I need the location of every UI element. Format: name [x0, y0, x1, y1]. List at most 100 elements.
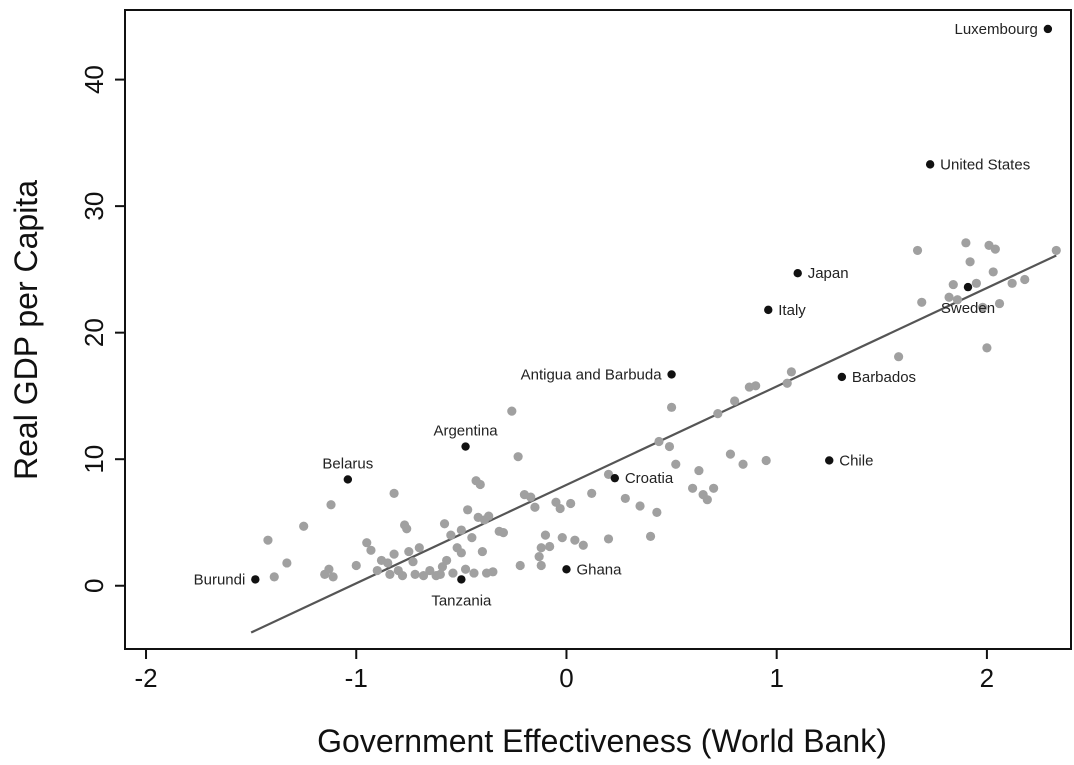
data-point — [782, 378, 792, 388]
labeled-point — [562, 565, 571, 574]
data-point — [786, 367, 797, 377]
data-point — [372, 565, 382, 576]
data-point — [540, 530, 551, 540]
labeled-point — [837, 372, 847, 382]
data-point — [442, 555, 452, 566]
data-point — [738, 459, 748, 469]
data-point — [397, 571, 408, 581]
data-point — [725, 449, 736, 459]
point-label: Croatia — [625, 470, 674, 487]
y-tick-label: 40 — [79, 65, 109, 94]
data-point — [982, 343, 992, 353]
data-point — [513, 452, 523, 462]
data-point — [709, 483, 719, 493]
data-point — [1051, 245, 1061, 256]
data-point — [894, 352, 904, 362]
data-point — [366, 545, 376, 555]
labeled-point — [457, 575, 466, 584]
data-point — [961, 238, 971, 248]
point-label: Chile — [839, 452, 873, 469]
point-label: Antigua and Barbuda — [521, 366, 663, 383]
data-point — [362, 538, 372, 548]
data-point — [912, 245, 923, 256]
point-label: Barbados — [852, 369, 916, 386]
labeled-point — [764, 305, 773, 315]
labeled-point — [963, 282, 973, 292]
data-point — [587, 488, 597, 498]
data-point — [702, 495, 712, 505]
x-tick-label: 1 — [769, 663, 783, 693]
point-label: Japan — [808, 265, 849, 282]
fit-line — [250, 254, 1057, 634]
y-tick-label: 20 — [79, 318, 109, 347]
data-point — [1020, 274, 1030, 285]
data-point — [414, 543, 424, 553]
data-point — [555, 503, 565, 514]
data-point — [456, 525, 466, 535]
data-point — [557, 533, 567, 543]
labeled-point — [825, 456, 834, 465]
y-axis-title: Real GDP per Capita — [8, 180, 44, 480]
data-point — [761, 455, 771, 466]
data-point — [1007, 278, 1017, 288]
data-point — [467, 533, 477, 543]
data-point — [570, 535, 580, 545]
point-label: Sweden — [941, 300, 995, 317]
data-point — [536, 560, 546, 571]
data-point — [408, 557, 418, 567]
data-point — [526, 492, 536, 502]
data-point — [603, 469, 614, 479]
data-point — [477, 546, 487, 557]
y-tick-label: 30 — [79, 192, 109, 221]
data-point — [652, 507, 662, 517]
unlabeled-points — [263, 238, 1061, 582]
data-point — [439, 519, 450, 529]
data-point — [994, 298, 1005, 309]
data-point — [507, 406, 517, 416]
data-point — [948, 279, 958, 290]
data-point — [484, 511, 494, 521]
data-point — [536, 543, 546, 553]
data-point — [326, 500, 336, 510]
data-point — [965, 257, 975, 267]
data-point — [635, 501, 645, 511]
x-tick-label: -2 — [134, 663, 157, 693]
point-label: Tanzania — [431, 592, 492, 609]
labeled-point — [925, 160, 935, 169]
data-point — [469, 568, 479, 578]
x-axis-title: Government Effectiveness (World Bank) — [317, 723, 887, 759]
labeled-point — [461, 442, 470, 451]
data-point — [990, 244, 1000, 254]
data-point — [944, 292, 954, 302]
data-point — [269, 572, 279, 582]
point-label: Belarus — [322, 455, 373, 472]
data-point — [389, 549, 399, 559]
data-point — [404, 546, 414, 557]
data-point — [534, 552, 544, 562]
data-point — [645, 531, 656, 541]
data-point — [654, 436, 664, 447]
point-label: Ghana — [576, 561, 622, 578]
data-point — [446, 530, 456, 540]
data-point — [530, 502, 540, 512]
labeled-point — [1043, 24, 1053, 34]
x-tick-label: 0 — [559, 663, 573, 693]
point-label: United States — [940, 156, 1030, 173]
x-tick-label: -1 — [345, 663, 368, 693]
data-point — [952, 295, 963, 305]
data-point — [463, 505, 473, 515]
labeled-point — [793, 268, 802, 278]
data-point — [383, 558, 393, 568]
data-point — [460, 564, 471, 574]
plot-frame — [124, 9, 1072, 650]
labeled-point — [667, 370, 676, 379]
point-label: Argentina — [433, 423, 498, 440]
data-point — [328, 572, 338, 582]
data-point — [418, 571, 429, 581]
data-point — [282, 558, 292, 568]
y-tick-label: 0 — [79, 578, 109, 592]
data-point — [578, 540, 588, 550]
data-point — [978, 302, 988, 312]
data-point — [971, 278, 982, 288]
